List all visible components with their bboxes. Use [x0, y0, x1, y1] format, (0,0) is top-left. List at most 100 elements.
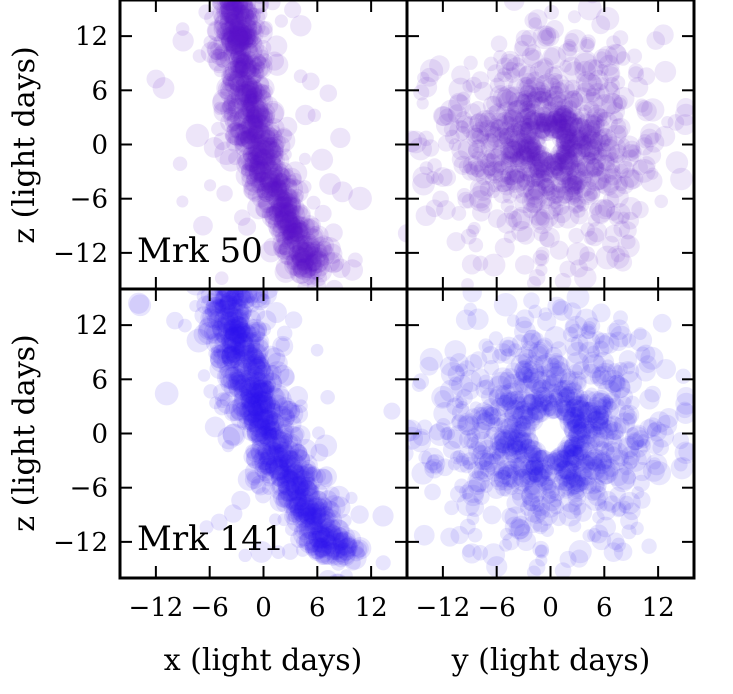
data-point — [281, 227, 300, 246]
data-point — [265, 205, 281, 221]
data-point — [631, 201, 649, 219]
data-point — [236, 121, 256, 141]
data-point — [580, 38, 595, 53]
data-point — [612, 501, 627, 517]
data-point — [510, 431, 533, 454]
data-point — [646, 167, 659, 180]
data-point — [527, 180, 548, 200]
data-point — [241, 169, 265, 192]
data-point — [568, 388, 586, 406]
data-point — [449, 92, 468, 112]
data-point — [570, 549, 589, 568]
data-point — [272, 437, 289, 454]
data-point — [252, 392, 265, 405]
data-point — [332, 526, 356, 550]
data-point — [573, 466, 593, 486]
data-point — [219, 296, 237, 314]
data-point — [542, 471, 556, 486]
data-point — [554, 399, 576, 421]
data-point — [552, 126, 569, 143]
data-point — [226, 121, 243, 138]
data-point — [294, 480, 318, 503]
data-point — [552, 104, 576, 129]
data-point — [518, 65, 537, 85]
data-point — [597, 111, 612, 127]
data-point — [484, 105, 508, 129]
data-point — [563, 302, 582, 321]
data-point — [560, 434, 581, 455]
data-point — [251, 436, 271, 456]
data-point — [572, 441, 592, 461]
data-point — [465, 76, 482, 93]
data-point — [489, 118, 503, 132]
data-point — [270, 138, 285, 153]
data-point — [310, 539, 334, 563]
data-point — [448, 94, 471, 117]
data-point — [212, 46, 226, 60]
data-point — [265, 121, 280, 136]
data-point — [227, 69, 251, 93]
data-point — [654, 60, 677, 83]
data-point — [548, 85, 563, 100]
data-point — [585, 405, 601, 420]
data-point — [506, 314, 520, 327]
data-point — [478, 453, 496, 471]
data-point — [451, 139, 472, 161]
data-point — [246, 115, 261, 130]
data-point — [281, 469, 299, 487]
data-point — [514, 320, 536, 343]
data-point — [216, 0, 240, 11]
data-point — [264, 181, 280, 197]
data-point — [526, 400, 550, 424]
data-point — [501, 109, 525, 133]
data-point — [540, 478, 557, 494]
data-point — [507, 429, 530, 453]
data-point — [268, 436, 293, 461]
data-point — [256, 132, 276, 152]
data-point — [554, 119, 577, 142]
data-point — [224, 128, 240, 144]
data-point — [293, 522, 317, 547]
data-point — [528, 269, 546, 286]
data-point — [216, 355, 233, 371]
data-point — [577, 401, 594, 418]
data-point — [519, 117, 535, 133]
data-point — [494, 442, 511, 459]
data-point — [569, 112, 582, 126]
data-point — [276, 188, 294, 205]
data-point — [577, 136, 599, 158]
data-point — [264, 413, 285, 433]
data-point — [269, 133, 286, 151]
data-point — [220, 83, 241, 104]
data-point — [427, 454, 440, 467]
data-point — [295, 494, 309, 508]
data-point — [587, 485, 608, 507]
data-point — [291, 247, 312, 268]
data-point — [259, 457, 279, 477]
data-point — [237, 99, 260, 122]
data-point — [189, 299, 202, 312]
data-point — [428, 422, 453, 447]
data-point — [494, 237, 515, 258]
data-point — [507, 78, 525, 95]
data-point — [621, 149, 639, 167]
data-point — [583, 230, 598, 245]
data-point — [246, 151, 264, 169]
data-point — [515, 443, 536, 464]
data-point — [239, 370, 252, 383]
data-point — [544, 463, 564, 483]
data-point — [558, 133, 572, 147]
data-point — [576, 158, 595, 177]
data-point — [560, 444, 585, 469]
data-point — [467, 127, 485, 145]
data-point — [470, 406, 488, 425]
data-point — [456, 120, 469, 133]
data-point — [227, 323, 246, 343]
data-point — [542, 96, 557, 111]
data-point — [529, 509, 553, 533]
data-point — [289, 225, 306, 242]
data-point — [281, 465, 299, 482]
data-point — [579, 246, 596, 262]
data-point — [602, 396, 615, 409]
data-point — [551, 126, 575, 149]
